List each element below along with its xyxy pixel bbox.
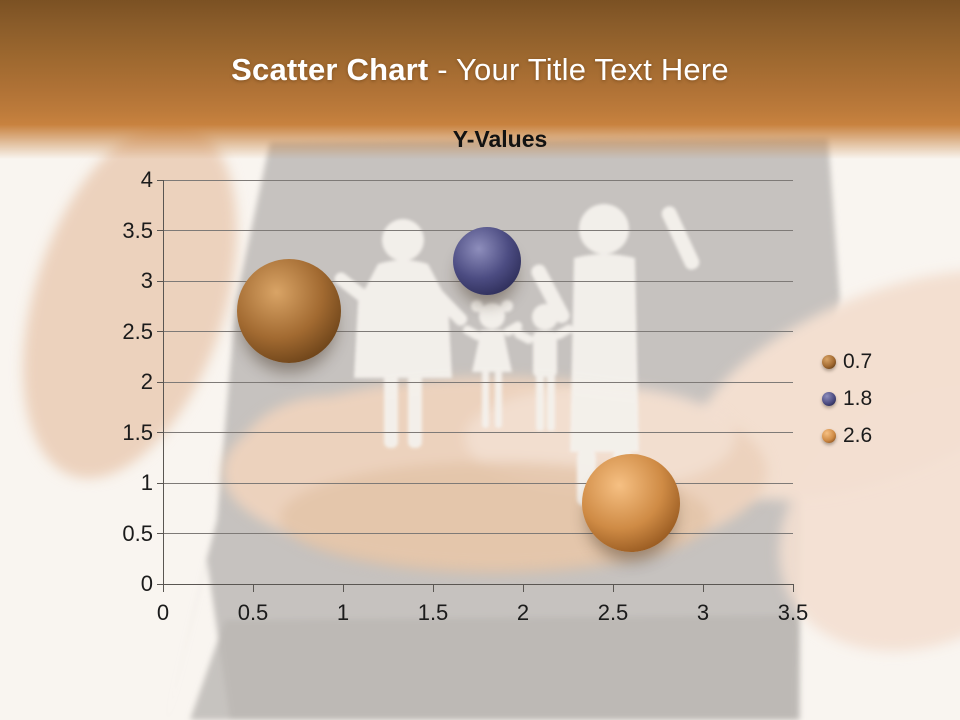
bubble-0.7[interactable] — [237, 259, 341, 364]
bubble-2.6[interactable] — [582, 454, 680, 553]
y-axis-label: 3.5 — [122, 217, 153, 243]
slide-title-bold: Scatter Chart — [231, 52, 429, 87]
y-axis-tick — [157, 331, 163, 332]
y-axis-tick — [157, 482, 163, 484]
legend-label: 0.7 — [843, 350, 873, 373]
x-axis-label: 0.5 — [237, 600, 269, 625]
x-axis-label: 3.5 — [777, 600, 809, 625]
gridline — [163, 482, 793, 484]
legend-item-1.8[interactable]: 1.8 — [822, 383, 872, 415]
x-axis-line — [163, 584, 793, 585]
bubble-1.8[interactable] — [453, 226, 521, 295]
gridline — [163, 432, 793, 433]
chart-legend: 0.7 1.8 2.6 — [822, 346, 872, 457]
gridline — [163, 381, 793, 383]
x-axis-tick — [523, 584, 524, 592]
arms — [23, 121, 960, 652]
legend-marker-icon — [822, 429, 836, 443]
gridline — [163, 179, 793, 181]
y-axis-tick — [157, 280, 163, 282]
slide-title-rest: - Your Title Text Here — [428, 52, 729, 87]
y-axis-label: 2.5 — [122, 318, 153, 344]
chart-title: Y-Values — [452, 126, 548, 152]
legend-item-0.7[interactable]: 0.7 — [822, 346, 872, 378]
x-axis-tick — [343, 584, 344, 592]
y-axis-label: 4 — [140, 167, 153, 192]
x-axis-tick — [253, 584, 254, 592]
y-axis-tick — [157, 533, 163, 534]
y-axis-tick — [157, 230, 163, 231]
x-axis-label: 0 — [156, 600, 170, 625]
x-axis-label: 2.5 — [597, 600, 629, 625]
slide-title: Scatter Chart - Your Title Text Here — [0, 52, 960, 88]
legend-label: 2.6 — [843, 424, 873, 447]
paper-family-cutout — [334, 204, 700, 506]
y-axis-label: 1 — [140, 470, 153, 495]
x-axis-label: 2 — [516, 600, 530, 625]
x-axis-tick — [703, 584, 704, 592]
y-axis-label: 2 — [140, 369, 153, 394]
x-axis-label: 3 — [696, 600, 710, 625]
y-axis-tick — [157, 583, 163, 585]
y-axis-label: 3 — [140, 268, 153, 293]
header-band — [0, 0, 960, 164]
legend-item-2.6[interactable]: 2.6 — [822, 420, 872, 452]
gridline — [163, 533, 793, 534]
y-axis-tick — [157, 179, 163, 181]
y-axis-label: 1.5 — [122, 419, 153, 445]
x-axis-tick — [433, 584, 434, 592]
x-axis-label: 1 — [336, 600, 350, 625]
x-axis-label: 1.5 — [417, 600, 449, 625]
y-axis-tick — [157, 381, 163, 383]
legend-label: 1.8 — [843, 387, 873, 410]
x-axis-tick — [793, 584, 794, 592]
y-axis-label: 0 — [140, 571, 153, 596]
y-axis-line — [163, 180, 164, 592]
y-axis-tick — [157, 432, 163, 433]
y-axis-label: 0.5 — [122, 520, 153, 546]
gridline — [163, 331, 793, 332]
legend-marker-icon — [822, 355, 836, 369]
legend-marker-icon — [822, 392, 836, 406]
x-axis-tick — [613, 584, 614, 592]
